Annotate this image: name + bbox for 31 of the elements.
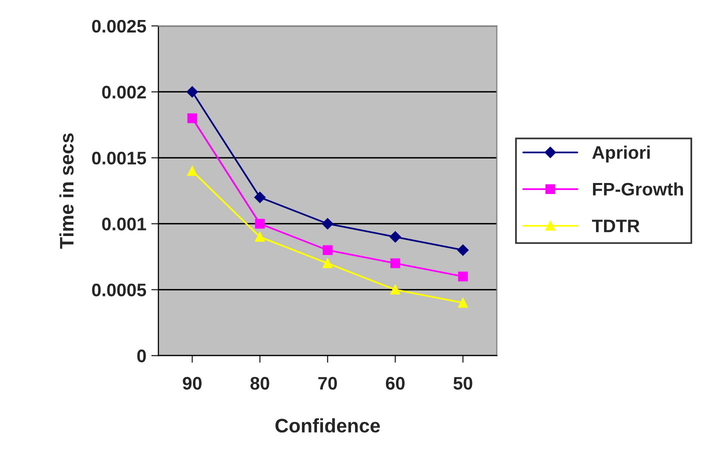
point (458, 272, 468, 282)
point (390, 258, 400, 268)
x-tick-label: 60 (386, 376, 405, 390)
y-axis-title: Time in secs (59, 133, 74, 249)
legend-label: Apriori (592, 146, 650, 162)
x-tick-label: 80 (250, 376, 270, 390)
y-tick-label: 0 (137, 350, 146, 362)
point (254, 192, 266, 203)
point (187, 166, 198, 176)
x-tick-label: 50 (453, 376, 472, 390)
point (322, 258, 332, 268)
point (186, 86, 198, 98)
point (390, 231, 401, 243)
point (255, 218, 265, 229)
x-tick-label: 70 (318, 376, 337, 390)
point (322, 245, 332, 255)
x-axis-title: Confidence (275, 418, 380, 433)
x-tick-label: 90 (182, 376, 202, 390)
y-tick-label: 0.0025 (92, 20, 146, 33)
legend-label: TDTR (592, 220, 640, 232)
legend-label: FP-Growth (593, 182, 683, 196)
y-tick-label: 0.001 (102, 218, 146, 230)
y-tick-label: 0.0015 (92, 152, 146, 165)
point (390, 284, 400, 295)
point (255, 232, 265, 242)
y-tick-label: 0.0005 (92, 284, 146, 296)
point (458, 298, 468, 308)
y-tick-label: 0.002 (102, 86, 146, 99)
point (187, 113, 198, 124)
point (457, 244, 469, 256)
point (322, 218, 334, 230)
